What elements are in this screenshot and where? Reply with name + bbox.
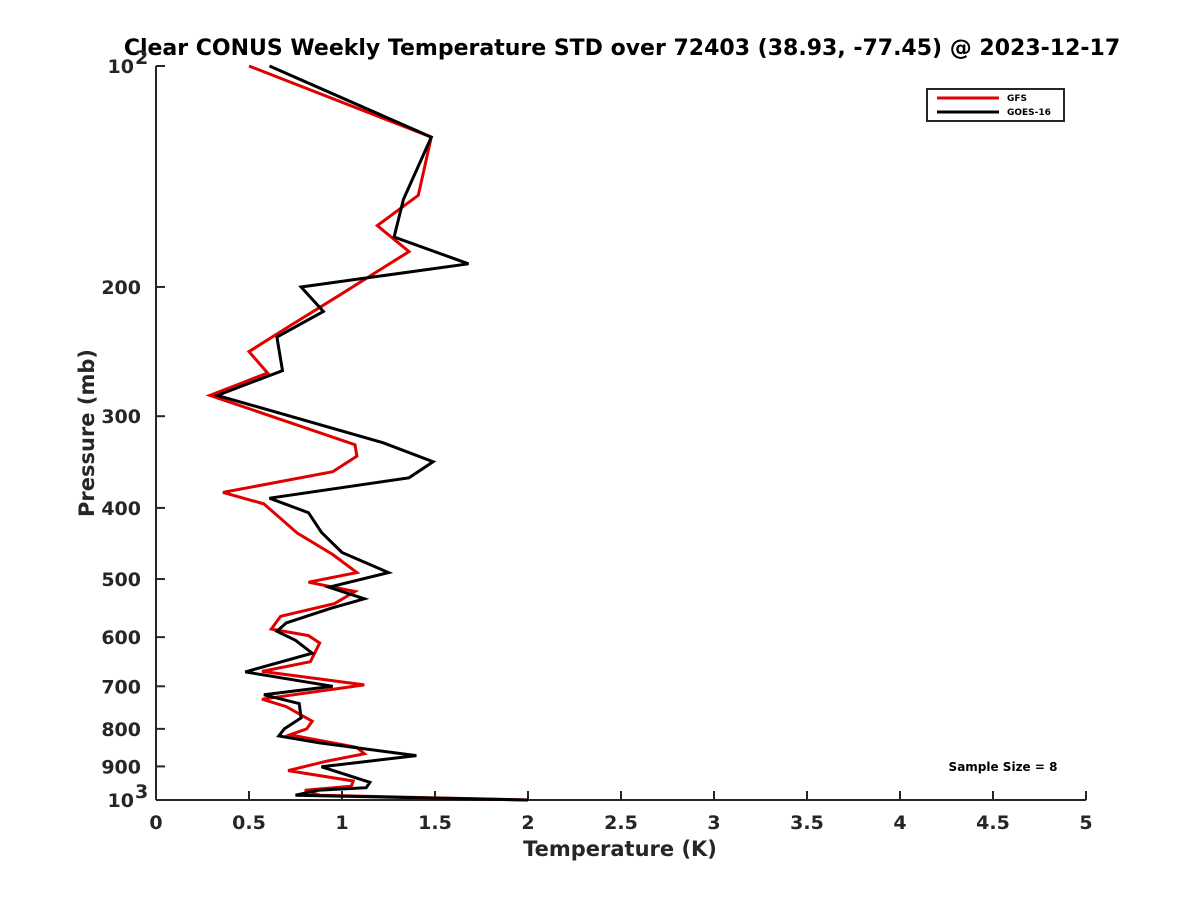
legend-label: GFS [1007,94,1027,104]
x-tick-label: 3 [707,812,720,834]
y-tick-label: 800 [101,719,141,741]
x-tick-label: 2 [521,812,534,834]
y-tick-label: 10 [108,790,134,812]
x-tick-label: 1.5 [418,812,452,834]
x-tick-label: 0.5 [232,812,266,834]
y-tick-label: 600 [101,627,141,649]
x-tick-label: 0 [149,812,162,834]
legend-box [926,88,1065,122]
y-tick-label: 10 [108,56,134,78]
legend: GFS GOES-16 [926,88,1065,122]
y-tick-label-exponent: 2 [135,47,148,69]
y-tick-label: 300 [101,406,141,428]
x-tick-label: 4.5 [976,812,1010,834]
y-tick-label: 200 [101,277,141,299]
x-tick-label: 3.5 [790,812,824,834]
x-tick-label: 2.5 [604,812,638,834]
series-line-goes-16 [212,64,529,802]
y-tick-label: 900 [101,756,141,778]
y-tick-label: 400 [101,498,141,520]
y-tick-label-exponent: 3 [135,781,148,803]
y-axis-label: Pressure (mb) [75,349,99,517]
sample-size-annotation: Sample Size = 8 [949,760,1058,774]
x-tick-label: 1 [335,812,348,834]
x-axis-label: Temperature (K) [523,837,717,861]
y-tick-label: 500 [101,569,141,591]
legend-label: GOES-16 [1007,108,1051,118]
chart-title: Clear CONUS Weekly Temperature STD over … [124,36,1120,61]
x-tick-label: 4 [893,812,906,834]
series-layer [205,64,529,802]
series-line-gfs [205,64,529,802]
y-tick-label: 700 [101,676,141,698]
x-axis-ticks: 0 0.5 1 1.5 2 2.5 3 3.5 4 4.5 5 [149,791,1093,834]
x-tick-label: 5 [1079,812,1092,834]
